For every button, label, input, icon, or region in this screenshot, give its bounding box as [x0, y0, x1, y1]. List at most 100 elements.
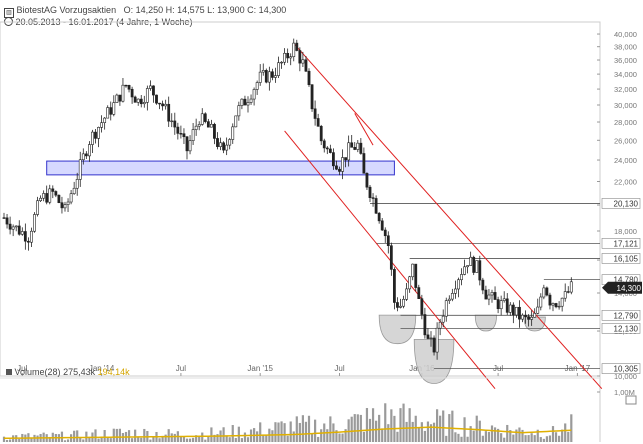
volume-bar	[295, 416, 298, 442]
candle-body	[60, 202, 64, 209]
candle-body	[487, 294, 491, 300]
volume-bar	[536, 429, 539, 442]
volume-bar	[539, 437, 542, 442]
volume-bar	[524, 435, 527, 442]
candle-body	[505, 298, 509, 313]
candle-body	[91, 131, 94, 145]
volume-bar	[478, 420, 481, 442]
candle-body	[145, 88, 149, 103]
candle-body	[84, 153, 88, 157]
volume-bar	[262, 435, 265, 442]
candle-body	[368, 186, 372, 198]
level-tag	[601, 363, 641, 374]
y-tick-label: 24,000	[614, 156, 637, 165]
y-tick-label: 34,000	[614, 70, 637, 79]
candle-body	[54, 191, 58, 196]
y-tick-label: 40,000	[614, 30, 637, 39]
bottom-pattern	[413, 338, 455, 384]
volume-average-line	[3, 426, 572, 440]
candle-body	[258, 71, 262, 83]
volume-bar	[134, 429, 137, 442]
volume-bar	[326, 429, 329, 442]
candle-body	[319, 125, 323, 142]
y-tick-label: 32,000	[614, 85, 637, 94]
volume-bar	[94, 429, 97, 442]
candle-body	[170, 120, 174, 123]
candle-body	[142, 102, 146, 105]
volume-bar	[143, 428, 146, 442]
volume-bar	[329, 416, 332, 442]
candle-body	[341, 157, 344, 172]
candle-body	[472, 256, 476, 273]
candle-body	[566, 291, 570, 293]
candle-body	[197, 124, 201, 127]
volume-bar	[66, 439, 70, 442]
volume-bar	[173, 433, 176, 442]
level-tag	[601, 198, 641, 209]
volume-bar	[231, 425, 234, 442]
candle-body	[48, 188, 52, 203]
volume-bar	[234, 437, 237, 442]
candle-body	[441, 315, 445, 323]
level-tag	[601, 238, 641, 249]
volume-bar	[298, 422, 301, 442]
volume-bar	[140, 437, 143, 442]
volume-bar	[225, 436, 228, 442]
volume-bar	[170, 433, 173, 442]
candle-body	[447, 298, 451, 301]
volume-bar	[304, 421, 308, 442]
volume-bar	[411, 421, 414, 442]
volume-bar	[509, 430, 512, 442]
volume-bar	[484, 431, 487, 442]
candle-body	[435, 327, 439, 353]
volume-bar	[362, 431, 365, 442]
volume-bar	[515, 429, 518, 442]
candle-body	[30, 230, 33, 243]
candle-body	[8, 223, 12, 230]
candle-body	[185, 136, 189, 152]
volume-bar	[402, 403, 405, 442]
volume-bar	[131, 438, 134, 442]
volume-bar	[439, 415, 442, 442]
volume-avg-value: 194,14k	[97, 367, 130, 377]
candle-body	[417, 287, 421, 299]
candle-body	[411, 263, 415, 278]
candle-body	[194, 125, 198, 130]
candle-body	[222, 142, 226, 151]
candle-body	[438, 321, 442, 329]
candle-body	[155, 94, 158, 104]
x-tick-label: Jan '15	[247, 364, 273, 373]
plot-frame	[0, 21, 601, 377]
candle-body	[304, 59, 308, 72]
candle-body	[109, 107, 113, 115]
bottom-pattern	[378, 314, 417, 345]
volume-bar	[384, 403, 387, 442]
volume-settings-icon[interactable]	[625, 395, 637, 405]
volume-bar	[161, 435, 164, 442]
y-tick-label: 38,000	[614, 43, 637, 52]
volume-bar	[228, 437, 231, 442]
volume-bar	[286, 435, 289, 442]
volume-bar	[167, 429, 170, 442]
volume-bar	[79, 437, 82, 442]
candle-body	[328, 148, 332, 153]
candle-body	[292, 42, 296, 57]
candle-body	[536, 306, 540, 314]
candle-body	[518, 306, 521, 320]
candle-body	[502, 298, 506, 301]
candle-body	[295, 42, 299, 51]
volume-bar	[88, 436, 91, 442]
volume-legend: Volume(28) 275,43k 194,14k	[6, 367, 130, 377]
volume-bar	[417, 427, 420, 442]
candle-body	[344, 157, 348, 161]
volume-bar	[118, 428, 121, 442]
candle-body	[5, 217, 9, 225]
volume-bar	[179, 435, 182, 442]
volume-bar	[195, 435, 198, 442]
candle-body	[539, 296, 543, 308]
candle-body	[72, 187, 76, 195]
volume-bar	[301, 415, 304, 442]
volume-bar	[216, 434, 219, 442]
volume-bar	[445, 435, 448, 442]
